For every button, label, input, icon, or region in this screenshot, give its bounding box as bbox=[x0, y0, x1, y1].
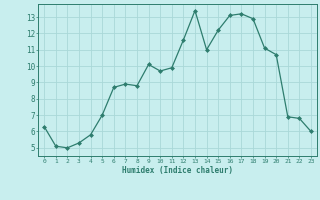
X-axis label: Humidex (Indice chaleur): Humidex (Indice chaleur) bbox=[122, 166, 233, 175]
